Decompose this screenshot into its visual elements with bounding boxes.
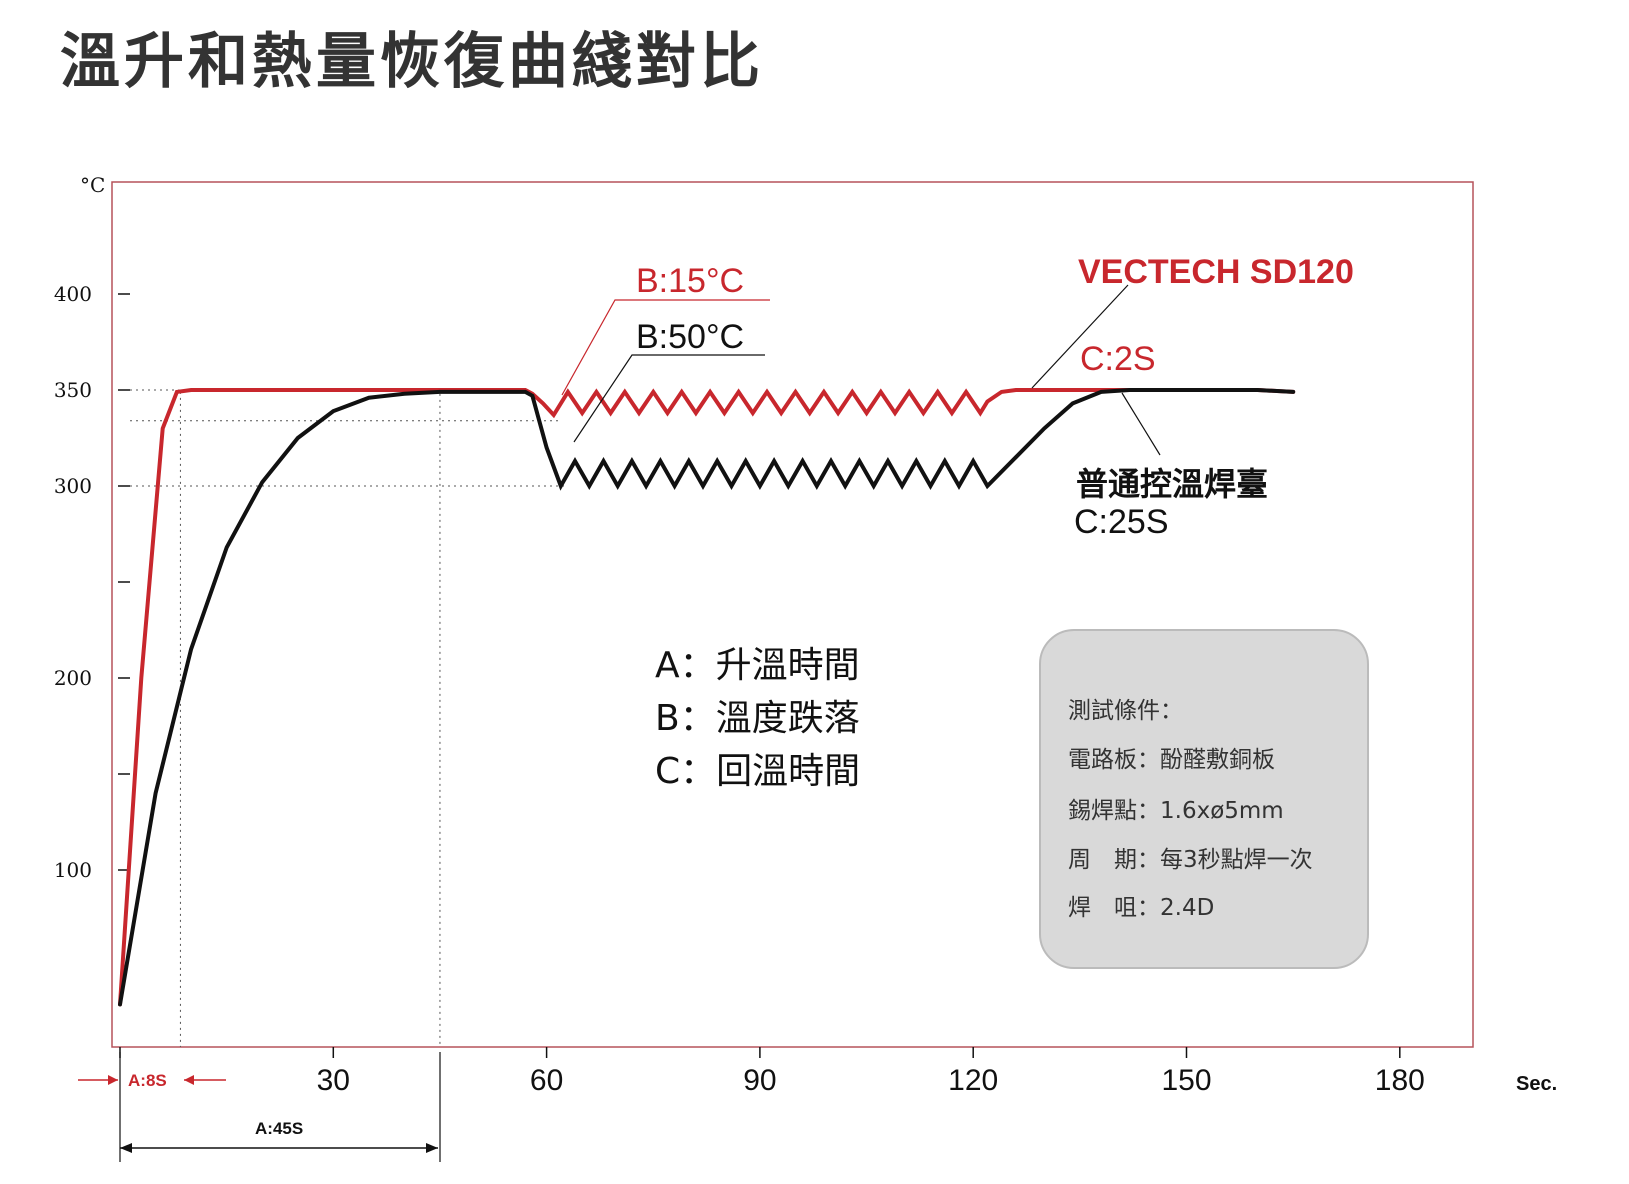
x-tick-label: 30 — [317, 1064, 350, 1097]
series-label-ordinary: 普通控溫焊臺 — [1076, 465, 1268, 503]
annotation-c-vectech: C:2S — [1080, 340, 1156, 378]
legend-a: A：升溫時間 — [655, 645, 860, 686]
x-tick-label: 120 — [948, 1064, 998, 1097]
y-tick-label: 400 — [54, 282, 92, 306]
y-tick-label: 300 — [54, 474, 92, 498]
series-group — [118, 388, 1296, 1007]
abc-legend: A：升溫時間 B：溫度跌落 C：回溫時間 — [655, 645, 860, 792]
series-label-vectech: VECTECH SD120 — [1078, 253, 1354, 291]
annotation-a-vectech: A:8S — [128, 1071, 167, 1090]
annotation-b-vectech: B:15°C — [636, 262, 744, 300]
guide-lines — [130, 389, 568, 1047]
leader-b-vectech — [561, 299, 770, 396]
leader-ordinary-label — [1121, 392, 1161, 456]
conditions-row: 錫焊點：1.6xø5mm — [1068, 798, 1284, 824]
y-tick-label: 350 — [54, 378, 92, 402]
conditions-box: 測試條件： 電路板：酚醛敷銅板 錫焊點：1.6xø5mm 周 期：每3秒點焊一次… — [1039, 629, 1369, 969]
leader-vectech-brand — [1031, 284, 1129, 389]
conditions-row: 焊 咀：2.4D — [1068, 895, 1214, 921]
annotation-c-ordinary: C:25S — [1074, 503, 1169, 541]
leader-b-ordinary — [573, 354, 765, 443]
plot-frame — [111, 181, 1474, 1048]
y-tick-label: 100 — [54, 858, 92, 882]
x-tick-label: 60 — [530, 1064, 563, 1097]
y-unit-label: °C — [80, 173, 105, 197]
y-tick-label: 200 — [54, 666, 92, 690]
series-line-ordinary — [118, 388, 1296, 1007]
a45-arrowhead-right — [426, 1143, 438, 1153]
x-unit-label: Sec. — [1516, 1073, 1557, 1095]
legend-b: B：溫度跌落 — [655, 698, 860, 739]
conditions-row: 電路板：酚醛敷銅板 — [1068, 747, 1275, 773]
leader-lines — [561, 284, 1161, 456]
x-tick-label: 180 — [1375, 1064, 1425, 1097]
a45-arrowhead-left — [120, 1143, 132, 1153]
x-tick-label: 150 — [1161, 1064, 1211, 1097]
x-axis-ticks: 30 60 90 120 150 180 — [119, 1047, 1425, 1097]
a8-arrowhead-right — [184, 1075, 194, 1085]
a8-arrowhead-left — [108, 1075, 118, 1085]
annotation-b-ordinary: B:50°C — [636, 318, 744, 356]
conditions-row: 周 期：每3秒點焊一次 — [1068, 847, 1313, 873]
a-interval-markers: A:8S A:45S — [78, 1052, 441, 1162]
annotation-a-ordinary: A:45S — [255, 1119, 303, 1138]
x-tick-label: 90 — [743, 1064, 776, 1097]
conditions-title: 測試條件： — [1068, 698, 1183, 724]
legend-c: C：回溫時間 — [655, 751, 860, 792]
y-axis-ticks: 100 200 300 350 400 — [54, 282, 130, 882]
conditions-background — [1039, 629, 1369, 969]
page-title: 溫升和熱量恢復曲綫對比 — [60, 27, 764, 97]
